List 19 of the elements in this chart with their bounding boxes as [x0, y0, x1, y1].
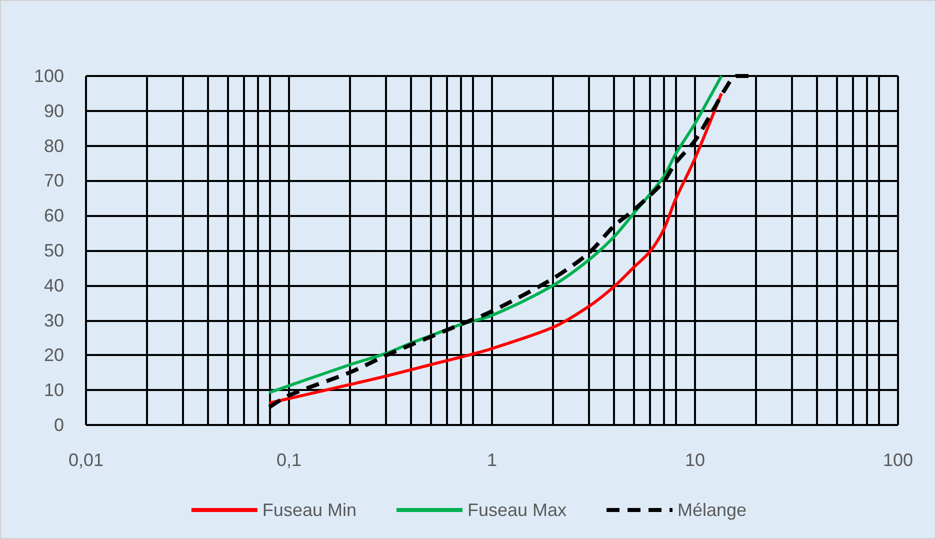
y-tick-label: 70 — [44, 170, 64, 191]
y-tick-label: 40 — [44, 275, 64, 296]
y-tick-label: 60 — [44, 206, 64, 226]
y-tick-label: 50 — [44, 240, 64, 260]
x-tick-label: 1 — [486, 450, 498, 470]
legend-label: Fuseau Max — [467, 500, 567, 520]
x-tick-label: 100 — [882, 450, 914, 470]
y-tick-label: 20 — [44, 345, 64, 366]
y-tick-label: 30 — [44, 310, 64, 330]
x-tick-label: 0,1 — [276, 450, 302, 470]
y-tick-label: 80 — [44, 136, 64, 156]
y-tick-label: 10 — [44, 380, 64, 400]
x-tick-label: 10 — [684, 450, 706, 470]
legend-label: Mélange — [678, 500, 747, 520]
y-tick-label: 90 — [44, 100, 64, 121]
x-tick-label: 0,01 — [68, 450, 104, 470]
y-tick-label: 100 — [34, 66, 64, 86]
legend-label: Fuseau Min — [262, 500, 356, 520]
y-tick-label: 0 — [54, 415, 64, 435]
